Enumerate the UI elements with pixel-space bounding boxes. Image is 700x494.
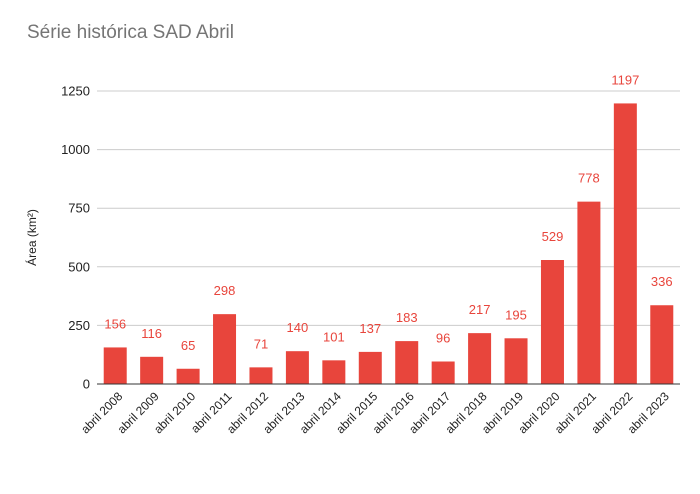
bar	[140, 356, 164, 384]
bar	[577, 201, 601, 384]
bar	[322, 360, 346, 384]
data-label: 96	[436, 330, 450, 345]
y-tick-label: 500	[68, 259, 90, 274]
y-tick-label: 250	[68, 318, 90, 333]
data-label: 101	[323, 329, 345, 344]
bar	[358, 351, 382, 384]
data-label: 336	[651, 274, 673, 289]
data-label: 71	[254, 336, 268, 351]
data-label: 116	[141, 326, 162, 341]
bar	[540, 260, 564, 384]
y-tick-label: 0	[83, 377, 90, 392]
y-tick-label: 1000	[61, 142, 90, 157]
data-label: 217	[469, 302, 491, 317]
bar	[504, 338, 528, 384]
bars	[103, 103, 674, 384]
bar	[431, 361, 455, 384]
data-label: 778	[578, 171, 600, 186]
bar	[613, 103, 637, 384]
bar	[213, 314, 237, 384]
data-label: 183	[396, 310, 418, 325]
data-label: 137	[359, 321, 381, 336]
bar	[249, 367, 273, 384]
bar	[395, 341, 419, 384]
bar	[285, 351, 309, 384]
data-label: 65	[181, 338, 195, 353]
data-label: 156	[104, 316, 126, 331]
y-axis-title: Área (km²)	[24, 209, 39, 266]
data-label: 298	[214, 283, 236, 298]
data-label: 195	[505, 307, 527, 322]
bar	[103, 347, 127, 384]
y-tick-label: 1250	[61, 84, 90, 99]
y-axis-ticks: 0 250 500 750 1000 1250	[61, 84, 90, 392]
chart-title: Série histórica SAD Abril	[27, 22, 234, 43]
bar	[650, 305, 674, 384]
y-tick-label: 750	[68, 201, 90, 216]
data-label: 140	[287, 320, 309, 335]
data-label: 529	[542, 229, 564, 244]
data-labels: 156 116 65 298 71 140 101 137 183 96 217 195 529 778 1…	[104, 72, 672, 352]
bar	[468, 333, 492, 384]
bar	[176, 368, 200, 384]
data-label: 1197	[611, 72, 639, 87]
